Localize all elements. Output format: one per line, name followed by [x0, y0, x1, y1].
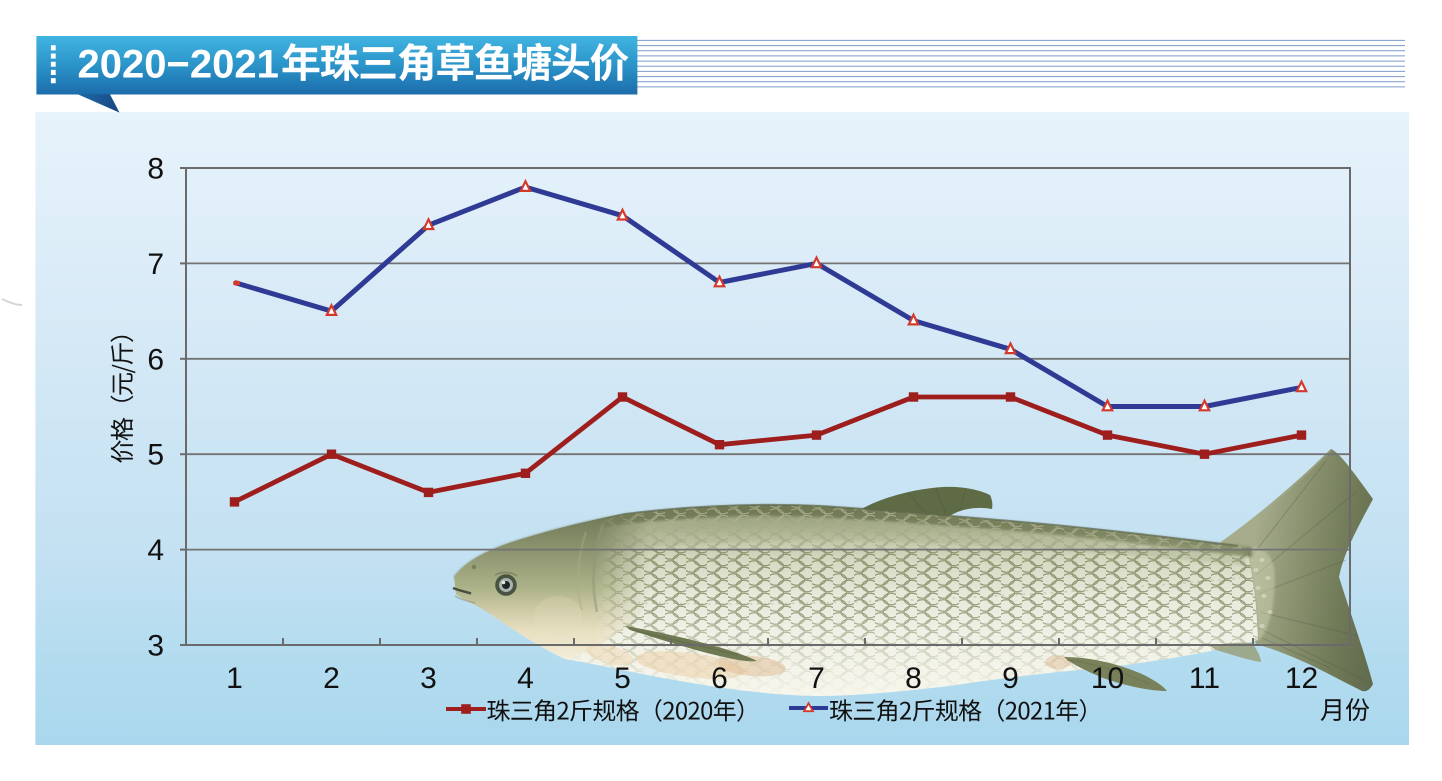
svg-text:12: 12 — [1285, 662, 1318, 695]
svg-text:3: 3 — [147, 630, 164, 663]
svg-text:9: 9 — [1002, 662, 1019, 695]
svg-text:7: 7 — [808, 662, 825, 695]
svg-text:11: 11 — [1189, 662, 1220, 695]
svg-text:3: 3 — [420, 662, 437, 695]
svg-text:6: 6 — [147, 343, 164, 376]
svg-text:2: 2 — [323, 662, 340, 695]
svg-text:7: 7 — [147, 248, 164, 281]
svg-text:5: 5 — [147, 439, 164, 472]
svg-text:8: 8 — [147, 153, 164, 186]
svg-text:6: 6 — [711, 662, 728, 695]
svg-text:10: 10 — [1091, 662, 1124, 695]
svg-text:4: 4 — [517, 662, 534, 695]
svg-text:1: 1 — [226, 662, 243, 695]
svg-text:5: 5 — [614, 662, 631, 695]
svg-text:4: 4 — [147, 534, 164, 567]
svg-text:8: 8 — [905, 662, 922, 695]
svg-text:2020−2021: 2020−2021 — [78, 42, 279, 86]
